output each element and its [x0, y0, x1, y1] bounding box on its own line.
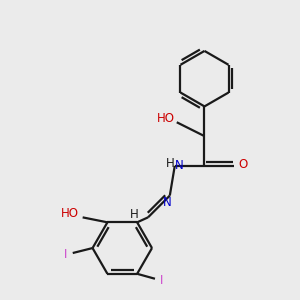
Text: H: H [165, 158, 174, 170]
Text: O: O [238, 158, 248, 171]
Text: N: N [163, 196, 171, 209]
Text: HO: HO [157, 112, 175, 125]
Text: HO: HO [61, 207, 79, 220]
Text: I: I [64, 248, 68, 262]
Text: N: N [175, 159, 184, 172]
Text: H: H [130, 208, 139, 221]
Text: I: I [160, 274, 164, 287]
